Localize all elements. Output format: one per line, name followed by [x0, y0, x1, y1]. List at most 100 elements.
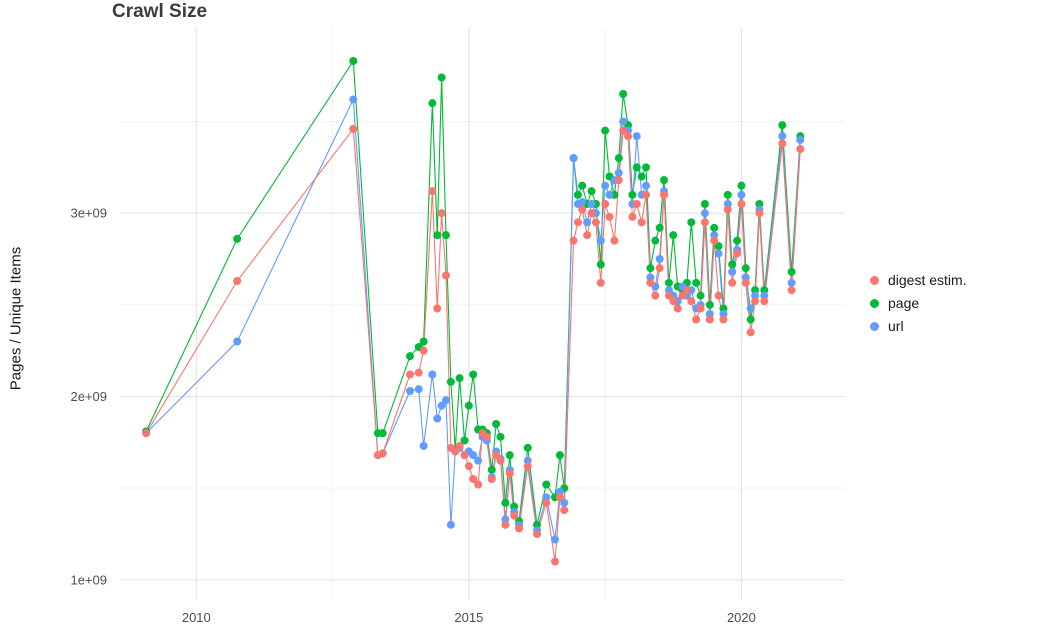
data-point: [646, 264, 655, 273]
data-point: [682, 286, 691, 295]
data-point: [796, 145, 805, 153]
data-point: [441, 271, 450, 280]
data-point: [787, 286, 796, 295]
data-point: [419, 346, 428, 355]
data-point: [746, 315, 755, 324]
data-point: [723, 205, 732, 214]
data-point: [741, 278, 750, 287]
data-point: [741, 264, 750, 273]
data-point: [778, 132, 787, 141]
data-point: [441, 231, 450, 240]
data-point: [487, 475, 496, 483]
data-point: [482, 432, 491, 441]
data-point: [710, 231, 719, 240]
data-point: [610, 236, 619, 245]
chart-title: Crawl Size: [112, 1, 208, 22]
data-point: [573, 190, 582, 199]
data-point: [492, 451, 501, 460]
data-point: [787, 278, 796, 287]
legend-dot-digest-icon: [870, 275, 879, 285]
data-point: [455, 374, 464, 383]
data-point: [669, 297, 678, 306]
data-point: [755, 209, 764, 218]
data-point: [419, 442, 428, 450]
data-point: [601, 126, 610, 135]
data-point: [469, 370, 478, 379]
data-point: [755, 200, 764, 208]
data-point: [578, 198, 587, 207]
data-point: [510, 502, 519, 511]
data-point: [692, 315, 701, 324]
data-point: [474, 456, 483, 465]
legend-label-url: url: [888, 318, 904, 334]
data-point: [746, 328, 755, 337]
data-point: [496, 456, 505, 465]
data-point: [669, 231, 678, 240]
data-point: [737, 190, 746, 199]
x-tick-label: 2010: [182, 610, 211, 625]
data-point: [505, 469, 514, 478]
data-point: [523, 443, 532, 452]
data-point: [737, 181, 746, 190]
data-point: [460, 451, 469, 460]
data-point: [378, 449, 387, 458]
data-point: [728, 260, 737, 269]
data-point: [560, 498, 569, 507]
data-point: [437, 73, 446, 82]
data-point: [349, 124, 358, 133]
data-point: [433, 414, 442, 423]
data-point: [560, 506, 569, 515]
data-point: [646, 273, 655, 282]
data-point: [569, 154, 578, 163]
data-point: [619, 126, 628, 135]
data-point: [723, 190, 732, 199]
data-point: [555, 493, 564, 502]
series-points-digest-estim-: [142, 124, 805, 566]
data-point: [655, 223, 664, 232]
data-point: [533, 530, 542, 538]
data-point: [714, 242, 723, 251]
data-point: [696, 291, 705, 300]
data-point: [605, 190, 614, 199]
data-point: [601, 181, 610, 190]
data-point: [678, 291, 687, 300]
data-point: [433, 231, 442, 240]
data-point: [419, 337, 428, 346]
data-point: [433, 304, 442, 313]
data-point: [696, 304, 705, 313]
data-point: [601, 200, 610, 208]
data-point: [496, 432, 505, 441]
data-point: [614, 168, 623, 177]
data-point: [460, 436, 469, 445]
data-point: [751, 297, 760, 306]
data-point: [428, 370, 437, 379]
data-point: [710, 223, 719, 232]
data-point: [664, 291, 673, 300]
legend-item-url: url: [870, 318, 967, 334]
data-point: [428, 99, 437, 108]
data-point: [628, 190, 637, 199]
data-point: [464, 462, 473, 471]
data-point: [428, 187, 437, 196]
data-point: [614, 154, 623, 163]
data-point: [710, 236, 719, 245]
data-point: [673, 304, 682, 313]
data-point: [687, 297, 696, 306]
data-point: [414, 368, 423, 377]
data-point: [637, 218, 646, 227]
data-point: [596, 260, 605, 269]
data-point: [501, 520, 510, 529]
data-point: [692, 278, 701, 287]
data-point: [578, 181, 587, 190]
data-point: [796, 135, 805, 144]
data-point: [437, 209, 446, 218]
data-point: [233, 234, 242, 243]
data-point: [349, 57, 358, 65]
data-point: [578, 205, 587, 214]
data-point: [651, 291, 660, 300]
data-point: [700, 218, 709, 227]
legend-dot-url-icon: [870, 321, 879, 331]
data-point: [687, 218, 696, 227]
data-point: [349, 95, 358, 104]
